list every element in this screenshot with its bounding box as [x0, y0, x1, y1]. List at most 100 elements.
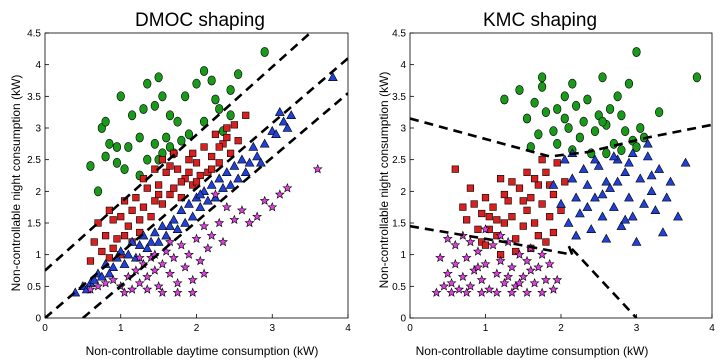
kmc-triangle-point: [646, 170, 657, 180]
kmc-triangle-point: [616, 220, 627, 230]
kmc-star-point: [506, 262, 517, 272]
kmc-square-point: [485, 213, 493, 221]
dmoc-triangle-point: [89, 274, 100, 284]
dmoc-circle-point: [150, 138, 159, 149]
dmoc-circle-point: [181, 91, 190, 102]
kmc-circle-point: [617, 110, 626, 121]
dmoc-square-point: [147, 213, 155, 221]
kmc-triangle-point: [582, 179, 593, 189]
kmc-circle-point: [602, 148, 611, 159]
dmoc-triangle-point: [123, 249, 134, 259]
dmoc-triangle-point: [146, 236, 156, 246]
kmc-square-point: [542, 238, 550, 246]
dmoc-circle-point: [260, 47, 269, 57]
dmoc-triangle-point: [195, 189, 206, 199]
dmoc-square-point: [128, 206, 136, 214]
kmc-star-point: [472, 262, 483, 272]
dmoc-star-point: [127, 284, 138, 294]
dmoc-triangle-point: [282, 122, 293, 132]
kmc-square-point: [504, 197, 512, 205]
dmoc-square-point: [230, 121, 238, 129]
kmc-triangle-point: [635, 173, 646, 183]
dmoc-triangle-point: [165, 220, 175, 230]
dmoc-circle-point: [154, 72, 163, 83]
dmoc-y-tick-label: 3.5: [27, 92, 41, 103]
kmc-star-point: [476, 274, 487, 285]
dmoc-star-point: [149, 265, 160, 275]
dmoc-square-point: [185, 168, 193, 176]
dmoc-star-point: [202, 243, 213, 253]
dmoc-circle-point: [177, 135, 186, 146]
kmc-circle-point: [636, 123, 645, 133]
dmoc-circle-point: [150, 100, 159, 111]
kmc-square-point: [459, 203, 467, 211]
kmc-star-point: [522, 255, 532, 266]
dmoc-triangle-point: [240, 167, 251, 177]
dmoc-circle-point: [93, 186, 103, 197]
dmoc-circle-point: [234, 69, 243, 80]
dmoc-triangle-point: [248, 141, 259, 151]
kmc-square-point: [549, 228, 558, 237]
kmc-circle-point: [500, 94, 509, 105]
dmoc-star-point: [218, 236, 228, 247]
dmoc-triangle-point: [168, 214, 179, 224]
kmc-circle-point: [549, 126, 558, 137]
dmoc-triangle-point: [218, 182, 228, 192]
dmoc-y-tick-label: 1.5: [27, 219, 41, 230]
kmc-circle-point: [530, 97, 539, 108]
dmoc-triangle-point: [161, 230, 172, 240]
kmc-star-point: [439, 281, 449, 291]
kmc-star-point: [514, 277, 525, 288]
dmoc-square-point: [208, 152, 216, 161]
kmc-triangle-point: [642, 151, 653, 161]
kmc-square-point: [534, 232, 542, 240]
panel-dmoc: DMOC shaping Non-controllable daytime co…: [9, 10, 351, 358]
kmc-circle-point: [538, 81, 547, 92]
kmc-star-point: [450, 258, 461, 269]
kmc-star-point: [503, 236, 514, 247]
dmoc-circle-point: [112, 157, 122, 168]
dmoc-star-point: [180, 262, 191, 272]
dmoc-square-point: [139, 203, 148, 211]
kmc-star-point: [518, 271, 529, 282]
kmc-square-point: [523, 168, 531, 176]
kmc-star-point: [499, 277, 510, 288]
kmc-square-point: [530, 219, 539, 227]
dmoc-star-point: [134, 277, 145, 288]
dmoc-triangle-point: [278, 116, 289, 126]
kmc-circle-point: [564, 123, 573, 133]
dmoc-star-point: [108, 274, 119, 285]
kmc-triangle-point: [605, 182, 615, 192]
dmoc-circle-point: [158, 91, 167, 102]
kmc-square-point: [481, 241, 490, 249]
dmoc-triangle-point: [176, 205, 187, 215]
dmoc-triangle-point: [104, 268, 115, 278]
kmc-star-point: [465, 281, 476, 291]
kmc-circle-point: [590, 126, 600, 137]
dmoc-triangle-point: [202, 195, 213, 205]
dmoc-star-point: [214, 217, 225, 228]
kmc-y-tick-label: 3.5: [392, 92, 406, 103]
dmoc-triangle-point: [237, 154, 247, 164]
kmc-square-point: [512, 235, 520, 243]
kmc-triangle-point: [593, 160, 604, 170]
dmoc-circle-point: [143, 154, 152, 165]
dmoc-x-tick-label: 0: [42, 323, 48, 334]
kmc-circle-point: [632, 47, 641, 57]
dmoc-circle-point: [162, 132, 171, 143]
kmc-circle-point: [579, 116, 588, 127]
kmc-star-point: [442, 233, 453, 244]
dmoc-square-point: [196, 171, 204, 180]
dmoc-star-point: [195, 255, 206, 266]
dmoc-star-point: [134, 252, 145, 263]
dmoc-star-point: [210, 189, 221, 199]
dmoc-star-point: [168, 252, 179, 263]
kmc-triangle-point: [567, 173, 578, 183]
dmoc-square-point: [162, 168, 170, 176]
kmc-square-point: [542, 168, 550, 176]
dmoc-square-point: [94, 219, 102, 227]
kmc-circle-point: [613, 91, 622, 102]
kmc-square-point: [463, 216, 471, 224]
dmoc-square-point: [234, 137, 242, 145]
kmc-circle-point: [624, 78, 634, 89]
